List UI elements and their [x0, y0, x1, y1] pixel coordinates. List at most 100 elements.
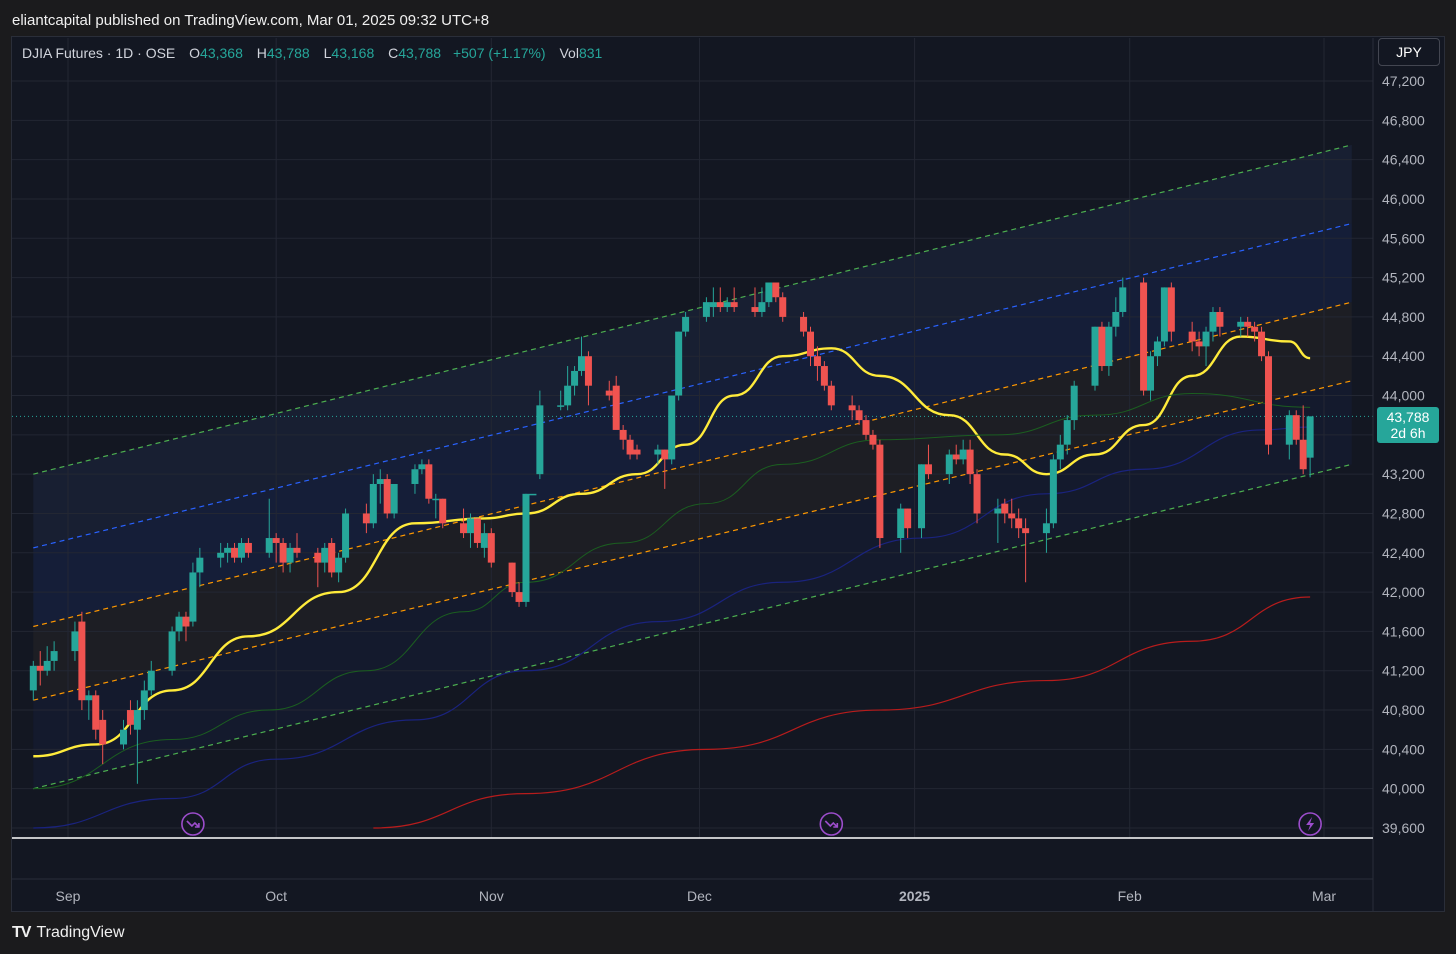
- candle[interactable]: [1188, 321, 1196, 352]
- flash-event-icon[interactable]: [1298, 812, 1322, 836]
- candle[interactable]: [126, 700, 134, 735]
- candle[interactable]: [383, 474, 391, 519]
- candle[interactable]: [473, 518, 481, 548]
- candle[interactable]: [1042, 508, 1050, 553]
- candle[interactable]: [29, 660, 37, 701]
- candle[interactable]: [848, 395, 856, 421]
- moving-average-line[interactable]: [373, 596, 1311, 829]
- channel-line[interactable]: [33, 301, 1352, 628]
- candles[interactable]: [29, 277, 1314, 784]
- candle[interactable]: [862, 415, 870, 440]
- candle[interactable]: [321, 542, 329, 573]
- candle[interactable]: [168, 626, 176, 676]
- candle[interactable]: [959, 439, 967, 465]
- candle[interactable]: [1049, 454, 1057, 529]
- candle[interactable]: [682, 311, 690, 337]
- candle[interactable]: [813, 346, 821, 381]
- candle[interactable]: [1160, 287, 1168, 347]
- candle[interactable]: [432, 493, 440, 519]
- candle[interactable]: [675, 331, 683, 401]
- candle[interactable]: [1195, 331, 1203, 357]
- candle[interactable]: [918, 464, 926, 539]
- candle[interactable]: [1119, 277, 1127, 317]
- candle[interactable]: [626, 434, 634, 460]
- candle[interactable]: [1292, 410, 1300, 445]
- candle[interactable]: [92, 690, 100, 740]
- candle[interactable]: [272, 533, 280, 563]
- candle[interactable]: [78, 611, 86, 711]
- candle[interactable]: [1244, 316, 1252, 337]
- candle[interactable]: [522, 493, 530, 607]
- candle[interactable]: [584, 351, 592, 406]
- candle[interactable]: [751, 287, 759, 317]
- candle[interactable]: [605, 380, 613, 401]
- candle[interactable]: [217, 542, 225, 568]
- candle[interactable]: [1140, 277, 1148, 396]
- candle[interactable]: [1306, 416, 1314, 478]
- candle[interactable]: [265, 498, 273, 558]
- candle[interactable]: [952, 444, 960, 465]
- candle[interactable]: [85, 690, 93, 720]
- candle[interactable]: [50, 641, 58, 671]
- candle[interactable]: [508, 562, 516, 598]
- candle[interactable]: [730, 287, 738, 312]
- candle[interactable]: [120, 719, 128, 750]
- candle[interactable]: [466, 513, 474, 548]
- candle[interactable]: [1299, 405, 1307, 475]
- candle[interactable]: [1153, 336, 1161, 367]
- candle[interactable]: [723, 297, 731, 312]
- candle[interactable]: [820, 361, 828, 391]
- candle[interactable]: [1216, 307, 1224, 337]
- candle[interactable]: [779, 292, 787, 322]
- candle[interactable]: [619, 425, 627, 450]
- candle[interactable]: [924, 444, 932, 480]
- candle[interactable]: [827, 380, 835, 411]
- candle[interactable]: [439, 498, 447, 529]
- candle[interactable]: [342, 508, 350, 563]
- candle[interactable]: [1056, 434, 1064, 470]
- candle[interactable]: [709, 287, 717, 317]
- candle[interactable]: [765, 282, 773, 308]
- candle[interactable]: [945, 449, 953, 484]
- candle[interactable]: [1285, 410, 1293, 460]
- candle[interactable]: [1008, 498, 1016, 529]
- candle[interactable]: [578, 336, 586, 376]
- candle[interactable]: [1209, 307, 1217, 342]
- candle[interactable]: [1098, 321, 1106, 371]
- candle[interactable]: [244, 538, 252, 558]
- candle[interactable]: [869, 429, 877, 450]
- candle[interactable]: [654, 444, 662, 465]
- candle[interactable]: [557, 390, 565, 411]
- candle[interactable]: [716, 287, 724, 312]
- event-markers[interactable]: [181, 812, 1322, 836]
- candle[interactable]: [425, 459, 433, 504]
- dividend-event-icon[interactable]: [181, 812, 205, 836]
- dividend-event-icon[interactable]: [819, 812, 844, 836]
- candle[interactable]: [994, 498, 1002, 543]
- candle[interactable]: [147, 660, 155, 696]
- candle[interactable]: [897, 503, 905, 553]
- candle[interactable]: [487, 528, 495, 568]
- candle[interactable]: [758, 287, 766, 317]
- candle[interactable]: [1070, 380, 1078, 430]
- candle[interactable]: [702, 297, 710, 322]
- candle[interactable]: [189, 562, 197, 627]
- candle[interactable]: [460, 508, 468, 539]
- candle[interactable]: [633, 444, 641, 460]
- candle[interactable]: [196, 547, 204, 588]
- candle[interactable]: [328, 538, 336, 578]
- candle[interactable]: [224, 542, 232, 563]
- candle[interactable]: [515, 582, 523, 607]
- candle[interactable]: [293, 533, 301, 558]
- candle[interactable]: [904, 508, 912, 539]
- channel-line[interactable]: [33, 144, 1352, 475]
- brand-footer[interactable]: TV TradingView: [12, 924, 125, 942]
- candle[interactable]: [1258, 326, 1266, 362]
- candle[interactable]: [36, 651, 44, 686]
- candle[interactable]: [564, 366, 572, 411]
- candle[interactable]: [1105, 321, 1113, 376]
- candle[interactable]: [99, 710, 107, 765]
- candle[interactable]: [71, 621, 79, 661]
- candle[interactable]: [806, 326, 814, 367]
- candle[interactable]: [279, 538, 287, 573]
